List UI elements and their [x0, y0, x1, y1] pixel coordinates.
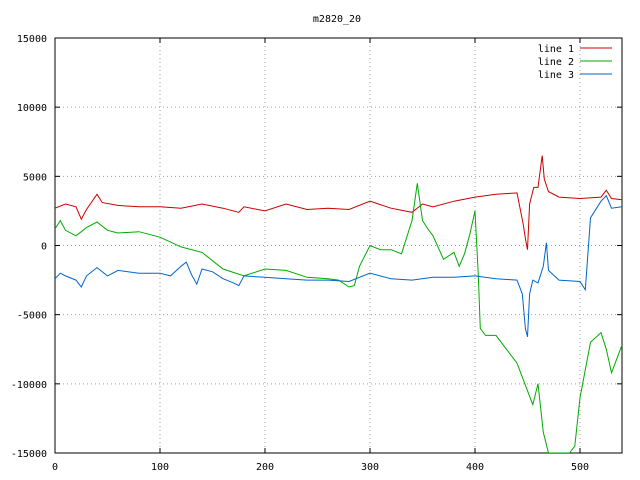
- legend: line 1 line 2 line 3: [538, 44, 612, 81]
- series-line-2: [55, 183, 622, 453]
- y-tick-label: 0: [41, 242, 47, 253]
- legend-label: line 3: [538, 70, 574, 81]
- x-tick-label: 200: [256, 462, 274, 473]
- axis-ticks: 0 100 200 300 400 500 15000 10000 5000 0 -5000 -100…: [11, 34, 622, 473]
- y-tick-label: -10000: [11, 380, 47, 391]
- x-tick-label: 500: [571, 462, 589, 473]
- y-tick-label: 5000: [23, 172, 47, 183]
- series-lines: [55, 155, 622, 453]
- y-tick-label: 10000: [17, 103, 47, 114]
- legend-label: line 2: [538, 57, 574, 68]
- y-tick-label: -5000: [17, 311, 47, 322]
- plot-frame: [54, 37, 623, 454]
- x-tick-label: 100: [151, 462, 169, 473]
- series-line-1: [55, 155, 622, 250]
- legend-label: line 1: [538, 44, 574, 55]
- chart-title: m2820_20: [313, 14, 361, 25]
- x-tick-label: 0: [52, 462, 58, 473]
- grid-lines: [55, 38, 622, 453]
- y-tick-label: -15000: [11, 449, 47, 460]
- y-tick-label: 15000: [17, 34, 47, 45]
- series-line-3: [55, 194, 622, 337]
- x-tick-label: 300: [361, 462, 379, 473]
- x-tick-label: 400: [466, 462, 484, 473]
